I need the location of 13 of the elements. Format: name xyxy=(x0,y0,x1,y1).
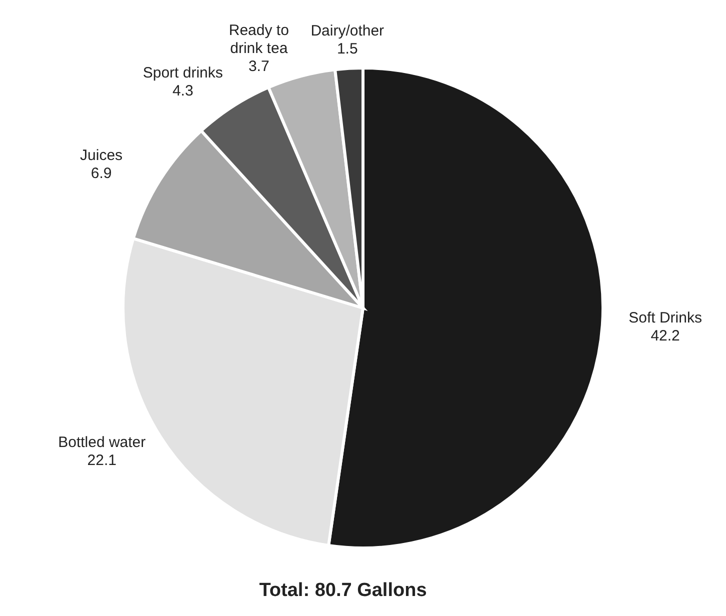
slice-label: Juices xyxy=(80,147,123,164)
data-label: 42.2 xyxy=(650,327,680,344)
data-label: 4.3 xyxy=(172,82,194,100)
slice-label: Bottled water xyxy=(58,434,146,451)
slice-label: Dairy/other xyxy=(310,22,384,40)
data-label: 1.5 xyxy=(336,40,358,58)
data-label: 3.7 xyxy=(248,58,270,76)
slice-label: Soft Drinks xyxy=(628,309,702,326)
data-label: 6.9 xyxy=(90,165,112,182)
slice-label: Sport drinks xyxy=(142,64,223,82)
slice-label: Ready to drink tea xyxy=(228,22,289,58)
data-label: 22.1 xyxy=(87,452,116,469)
text: Total: 80.7 Gallons xyxy=(259,580,427,601)
